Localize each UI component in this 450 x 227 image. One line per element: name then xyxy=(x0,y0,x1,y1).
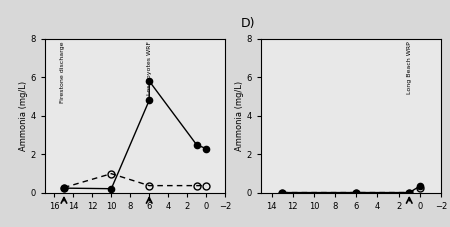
Text: Los Coyotes WRF: Los Coyotes WRF xyxy=(147,42,152,96)
Text: Long Beach WRP: Long Beach WRP xyxy=(407,42,412,94)
Y-axis label: Ammonia (mg/L): Ammonia (mg/L) xyxy=(19,81,28,151)
Text: D): D) xyxy=(241,17,255,30)
Y-axis label: Ammonia (mg/L): Ammonia (mg/L) xyxy=(235,81,244,151)
Text: Firestone discharge: Firestone discharge xyxy=(59,42,64,103)
